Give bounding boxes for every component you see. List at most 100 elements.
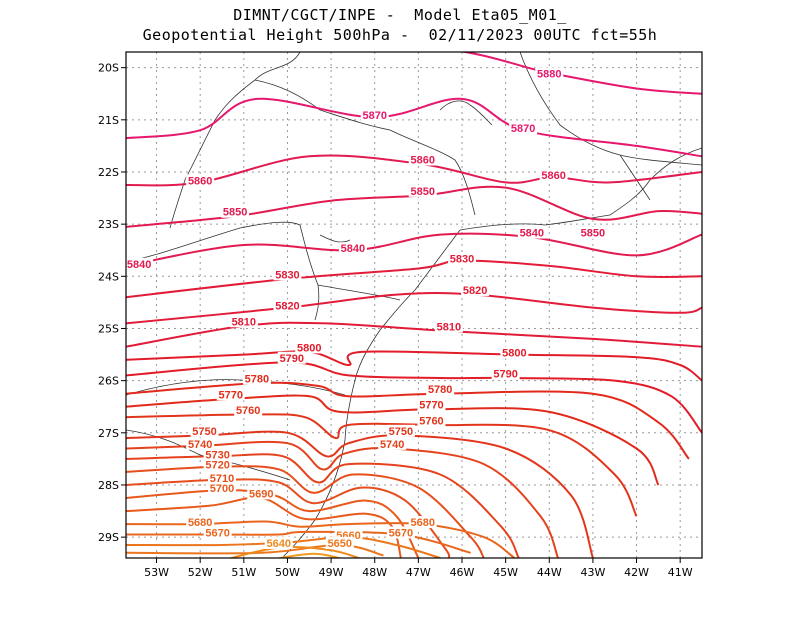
height-contour-line [126, 259, 702, 299]
contour-label-bg [426, 383, 455, 396]
contour-value-label: 5740 [188, 439, 212, 451]
contour-value-label: 5670 [205, 528, 229, 540]
contour-label-bg [408, 516, 437, 529]
contour-label-bg [277, 351, 306, 364]
lon-tick-label: 42W [624, 566, 649, 579]
contour-label-bg [264, 536, 293, 549]
lon-tick-label: 52W [188, 566, 213, 579]
contour-value-label: 5760 [419, 415, 443, 427]
contour-value-label: 5850 [410, 186, 434, 198]
contour-value-label: 5740 [380, 439, 404, 451]
contour-label-bg [535, 67, 564, 80]
contour-label-bg [491, 367, 520, 380]
lon-tick-label: 49W [319, 566, 344, 579]
contour-label-bg [247, 487, 276, 500]
contour-label-bg [448, 252, 476, 265]
lat-tick-label: 26S [98, 375, 119, 388]
contour-label-bg [229, 315, 258, 328]
contour-label-bg [517, 226, 546, 239]
contour-value-label: 5810 [232, 316, 256, 328]
height-contour-line [274, 552, 343, 558]
contour-value-label: 5770 [419, 400, 443, 412]
contour-value-label: 5720 [205, 460, 229, 472]
contour-value-label: 5870 [511, 123, 535, 135]
lat-tick-label: 22S [98, 166, 119, 179]
contour-label-bg [295, 341, 324, 354]
contour-value-label: 5800 [502, 348, 526, 360]
lon-tick-label: 47W [406, 566, 431, 579]
contour-label-bg [208, 482, 236, 495]
contour-label-bg [208, 471, 236, 484]
contour-label-bg [273, 299, 302, 312]
contour-label-bg [386, 424, 415, 437]
contour-label-bg [408, 153, 437, 166]
contour-value-label: 5840 [341, 243, 365, 255]
contour-value-label: 5640 [266, 538, 290, 550]
state-border-sp-pr [317, 284, 401, 301]
contour-value-label: 5870 [362, 110, 386, 122]
contour-label-bg [186, 516, 215, 529]
contour-value-label: 5650 [328, 538, 352, 550]
contour-value-label: 5760 [236, 405, 260, 417]
state-border-mg-es [519, 52, 702, 166]
height-contour-line [126, 440, 559, 558]
contour-value-label: 5860 [188, 175, 212, 187]
contour-value-label: 5690 [249, 488, 273, 500]
lon-tick-label: 50W [275, 566, 300, 579]
height-contour-line [126, 536, 441, 558]
coastline-sp-rj [459, 147, 702, 231]
map-title-line2: Geopotential Height 500hPa - 02/11/2023 … [142, 26, 658, 44]
contour-label-bg [417, 414, 446, 427]
contour-label-bg [360, 109, 389, 122]
contour-label-bg [203, 526, 232, 539]
contour-label-bg [417, 398, 446, 411]
contour-value-label: 5800 [297, 342, 321, 354]
contour-label-bg [461, 283, 490, 296]
contour-label-bg [325, 536, 354, 549]
contour-value-label: 5880 [537, 68, 561, 80]
contour-label-bg [216, 388, 245, 401]
lon-tick-label: 44W [537, 566, 562, 579]
state-border-pr-sc [126, 379, 346, 396]
contour-value-label: 5790 [280, 353, 304, 365]
contour-label-bg [500, 346, 529, 359]
map-title-line1: DIMNT/CGCT/INPE - Model Eta05_M01_ [233, 6, 567, 24]
contour-value-label: 5840 [520, 228, 544, 240]
reservoir-furnas [439, 100, 493, 126]
contour-value-label: 5830 [450, 254, 474, 266]
contour-label-bg [221, 205, 250, 218]
state-border-mg-sp-east [389, 129, 476, 216]
contour-value-label: 5770 [218, 389, 242, 401]
height-contour-line [126, 321, 702, 348]
contour-label-bg [408, 184, 437, 197]
contour-value-label: 5850 [581, 228, 605, 240]
lat-tick-label: 27S [98, 427, 119, 440]
contour-value-label: 5710 [210, 473, 234, 485]
contour-label-bg [434, 320, 463, 333]
height-contour-line [126, 543, 384, 557]
contour-value-label: 5700 [210, 483, 234, 495]
contour-label-bg [338, 242, 367, 255]
height-contour-line [126, 291, 702, 325]
contour-value-label: 5860 [410, 155, 434, 167]
contour-labels: 5880 5870 5870 5860 5860 5860 5850 5850 5850 5840… [126, 67, 607, 550]
contour-value-label: 5680 [188, 517, 212, 529]
height-contour-line [126, 97, 702, 158]
lat-tick-label: 21S [98, 114, 119, 127]
contour-value-label: 5820 [275, 301, 299, 313]
contour-label-bg [509, 122, 538, 135]
contour-value-label: 5750 [389, 426, 413, 438]
contour-value-label: 5840 [127, 259, 151, 271]
lat-tick-label: 24S [98, 270, 119, 283]
contour-label-bg [234, 403, 263, 416]
contour-label-bg [186, 437, 215, 450]
state-border-ms-sp [169, 52, 301, 229]
contour-label-bg [242, 372, 271, 385]
height-contour-line [458, 52, 702, 95]
contour-value-label: 5680 [410, 517, 434, 529]
lat-tick-label: 23S [98, 218, 119, 231]
contour-value-label: 5790 [493, 368, 517, 380]
lon-tick-label: 53W [144, 566, 169, 579]
contour-value-label: 5730 [205, 449, 229, 461]
map-axes: 20S 21S 22S 23S 24S 25S 26S 27S 28S 29S 53W 52W 51W 5… [98, 62, 693, 579]
